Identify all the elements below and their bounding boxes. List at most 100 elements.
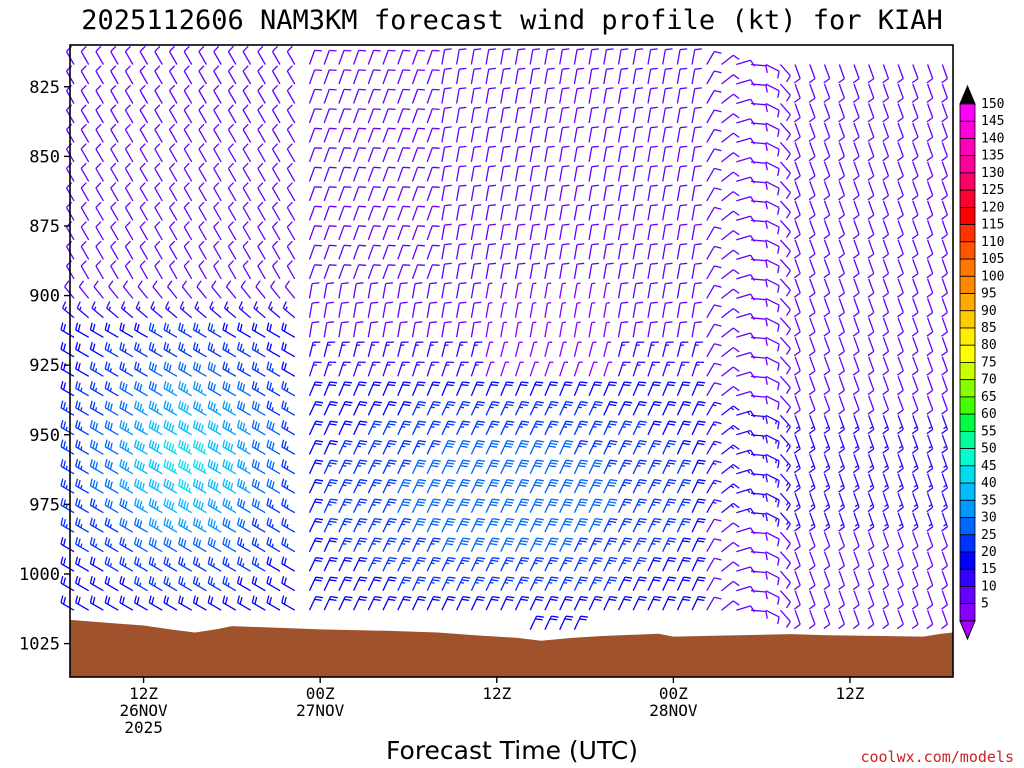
wind-barb	[736, 273, 756, 282]
wind-barb	[838, 259, 846, 279]
wind-barb	[271, 201, 281, 221]
wind-barb	[95, 143, 104, 163]
wind-barb	[823, 473, 831, 493]
colorbar-label: 145	[981, 114, 1004, 129]
wind-barb	[750, 434, 768, 444]
colorbar-swatch	[959, 189, 976, 208]
wind-barb	[765, 180, 780, 196]
wind-barb	[588, 243, 599, 260]
wind-barb	[765, 395, 780, 410]
wind-barb	[382, 225, 396, 241]
wind-barb	[765, 297, 780, 313]
wind-barb	[867, 395, 875, 415]
wind-barb	[308, 537, 324, 552]
wind-barb	[779, 512, 791, 531]
wind-barb	[338, 576, 353, 591]
wind-barb	[721, 541, 740, 553]
wind-barb	[441, 595, 456, 611]
wind-barb	[133, 459, 148, 475]
wind-barb	[367, 264, 381, 280]
wind-barb	[779, 375, 791, 394]
wind-barb	[119, 575, 134, 592]
wind-barb	[485, 48, 496, 65]
wind-barb	[793, 317, 801, 337]
wind-barb	[227, 260, 237, 280]
wind-barb	[500, 243, 511, 260]
wind-barb	[603, 126, 614, 143]
wind-barb	[617, 223, 629, 241]
wind-barb	[213, 84, 222, 104]
wind-barb	[867, 298, 875, 318]
wind-barb	[207, 497, 222, 514]
wind-barb	[470, 126, 482, 143]
wind-barb	[222, 497, 237, 514]
wind-barb	[838, 200, 846, 220]
wind-barb	[352, 282, 364, 299]
wind-barb	[559, 87, 570, 104]
wind-barb	[441, 361, 455, 377]
wind-barb	[251, 439, 266, 455]
wind-barb	[91, 301, 104, 319]
wind-barb	[617, 401, 633, 416]
wind-barb	[911, 492, 919, 513]
y-tick-label: 1000	[19, 565, 60, 585]
wind-barb	[911, 278, 919, 298]
wind-barb	[80, 45, 90, 65]
wind-barb	[441, 381, 455, 397]
wind-barb	[183, 162, 193, 182]
wind-barb	[765, 434, 780, 449]
wind-barb	[382, 401, 397, 416]
wind-barb	[338, 341, 350, 357]
wind-barb	[338, 186, 352, 202]
credit-link[interactable]: coolwx.com/models	[860, 748, 1014, 766]
wind-barb	[897, 298, 904, 318]
wind-barb	[514, 321, 522, 338]
wind-barb	[559, 479, 574, 494]
wind-barb	[838, 395, 846, 415]
wind-barb	[617, 556, 633, 572]
wind-barb	[721, 327, 740, 338]
colorbar-swatch	[959, 241, 976, 260]
wind-barb	[911, 590, 919, 610]
wind-barb	[470, 301, 482, 318]
wind-barb	[926, 434, 934, 454]
wind-barb	[426, 49, 440, 65]
wind-barb	[308, 361, 322, 377]
wind-barb	[897, 531, 904, 552]
wind-barb	[271, 45, 281, 65]
wind-barb	[691, 440, 706, 455]
wind-barb	[485, 479, 500, 494]
wind-barb	[662, 459, 677, 475]
wind-barb	[559, 145, 570, 163]
wind-barb	[323, 341, 336, 357]
wind-barb	[281, 322, 296, 338]
colorbar-label: 15	[981, 562, 997, 577]
wind-barb	[251, 517, 266, 533]
wind-barb	[242, 104, 252, 124]
wind-barb	[411, 381, 426, 397]
wind-barb	[353, 440, 368, 455]
wind-barb	[397, 479, 412, 494]
wind-barb	[411, 205, 425, 221]
wind-barb	[926, 356, 934, 376]
chart-title: 2025112606 NAM3KM forecast wind profile …	[81, 5, 943, 36]
wind-barb	[852, 317, 860, 337]
wind-barb	[382, 479, 397, 494]
wind-barb	[266, 517, 281, 533]
wind-barb	[676, 165, 688, 182]
wind-barb	[78, 280, 90, 299]
wind-barb	[897, 317, 904, 337]
wind-barb	[691, 537, 706, 552]
wind-barb	[80, 182, 90, 202]
wind-barb	[544, 381, 558, 397]
wind-barb	[163, 478, 178, 494]
wind-barb	[573, 184, 585, 202]
wind-barb	[323, 401, 338, 416]
wind-barb	[154, 84, 163, 104]
colorbar-label: 50	[981, 442, 997, 457]
wind-barb	[662, 165, 673, 182]
wind-barb	[352, 108, 367, 124]
wind-barb	[485, 556, 500, 572]
wind-barb	[352, 361, 366, 377]
